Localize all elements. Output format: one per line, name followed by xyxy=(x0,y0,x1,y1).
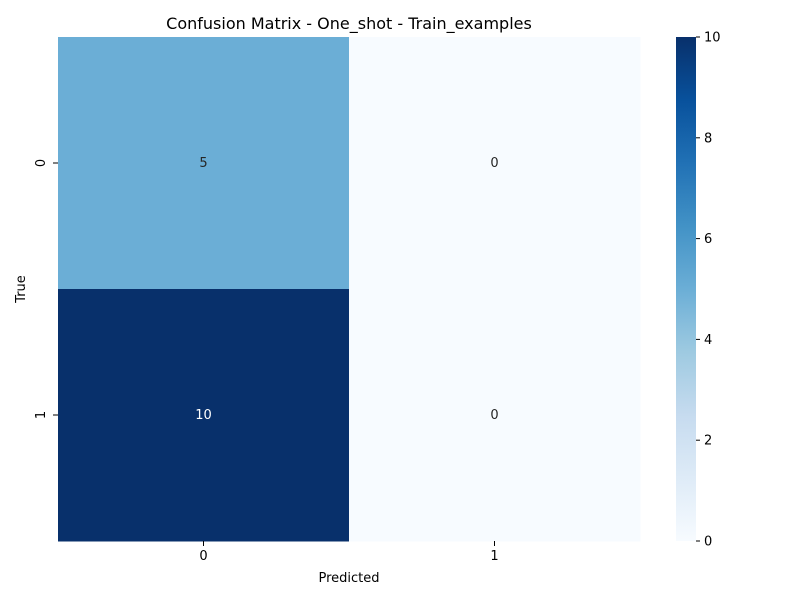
colorbar-tick-label: 4 xyxy=(704,333,712,348)
colorbar-tick-label: 6 xyxy=(704,232,712,247)
heatmap-cell-labels: 5 0 10 0 xyxy=(195,156,498,423)
y-axis-label: True xyxy=(14,275,29,304)
cell-value-label: 0 xyxy=(490,408,498,423)
heatmap-cell xyxy=(349,289,641,542)
colorbar xyxy=(676,37,696,541)
chart-title: Confusion Matrix - One_shot - Train_exam… xyxy=(166,14,532,34)
colorbar-tick-label: 0 xyxy=(704,535,712,550)
cell-value-label: 0 xyxy=(490,156,498,171)
x-tick-label: 0 xyxy=(199,549,207,564)
cell-value-label: 10 xyxy=(195,408,212,423)
y-tick-label: 1 xyxy=(34,411,49,419)
heatmap-cells xyxy=(58,37,641,542)
x-tick-label: 1 xyxy=(490,549,498,564)
x-axis-label: Predicted xyxy=(318,571,379,586)
colorbar-ticks: 0 2 4 6 8 10 xyxy=(696,31,721,550)
colorbar-tick-label: 8 xyxy=(704,131,712,146)
colorbar-tick-label: 10 xyxy=(704,31,721,46)
heatmap-cell xyxy=(58,37,350,290)
heatmap-cell xyxy=(349,37,641,290)
cell-value-label: 5 xyxy=(199,156,207,171)
heatmap-cell xyxy=(58,289,350,542)
y-axis-ticks: 01 xyxy=(34,159,58,419)
colorbar-tick-label: 2 xyxy=(704,434,712,449)
y-tick-label: 0 xyxy=(34,159,49,167)
